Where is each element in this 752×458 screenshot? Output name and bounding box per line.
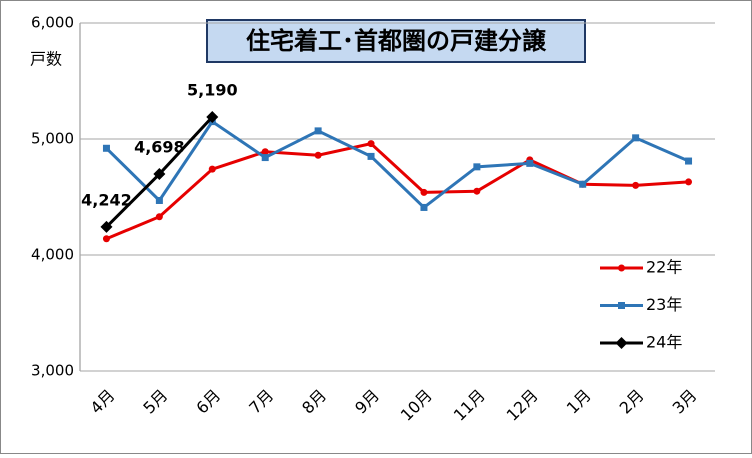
title-box (206, 19, 586, 63)
chart-title: 住宅着工･首都圏の戸建分譲 (246, 27, 547, 55)
marker (685, 157, 693, 165)
marker (579, 180, 587, 188)
y-tick-label: 5,000 (31, 130, 74, 148)
marker (261, 154, 269, 162)
marker (473, 187, 481, 195)
marker (526, 159, 534, 167)
y-axis-label: 戸数 (30, 50, 62, 69)
marker (314, 151, 322, 159)
data-label: 4,698 (134, 138, 185, 157)
marker (100, 220, 113, 233)
legend-label: 23年 (646, 295, 682, 314)
marker (155, 213, 163, 221)
marker (208, 165, 216, 173)
marker (367, 152, 375, 160)
marker (153, 168, 166, 181)
legend-marker (618, 302, 625, 309)
marker (420, 188, 428, 196)
marker (367, 140, 375, 148)
legend-marker (618, 264, 625, 272)
marker (632, 134, 640, 142)
series-line (105, 119, 690, 210)
marker (420, 203, 428, 211)
marker (473, 163, 481, 171)
marker (632, 181, 640, 189)
marker (206, 110, 219, 123)
legend-label: 24年 (646, 333, 682, 352)
marker (155, 196, 163, 204)
marker (685, 178, 693, 186)
marker (261, 148, 269, 156)
marker (102, 235, 110, 243)
y-tick-label: 6,000 (31, 14, 74, 32)
y-tick-label: 4,000 (31, 246, 74, 264)
series-line (105, 142, 689, 241)
legend-label: 22年 (646, 258, 682, 277)
data-label: 4,242 (81, 190, 132, 209)
y-tick-label: 3,000 (31, 362, 74, 380)
legend-marker (615, 337, 628, 349)
data-label: 5,190 (187, 80, 238, 99)
marker (314, 127, 322, 135)
marker (102, 144, 110, 152)
